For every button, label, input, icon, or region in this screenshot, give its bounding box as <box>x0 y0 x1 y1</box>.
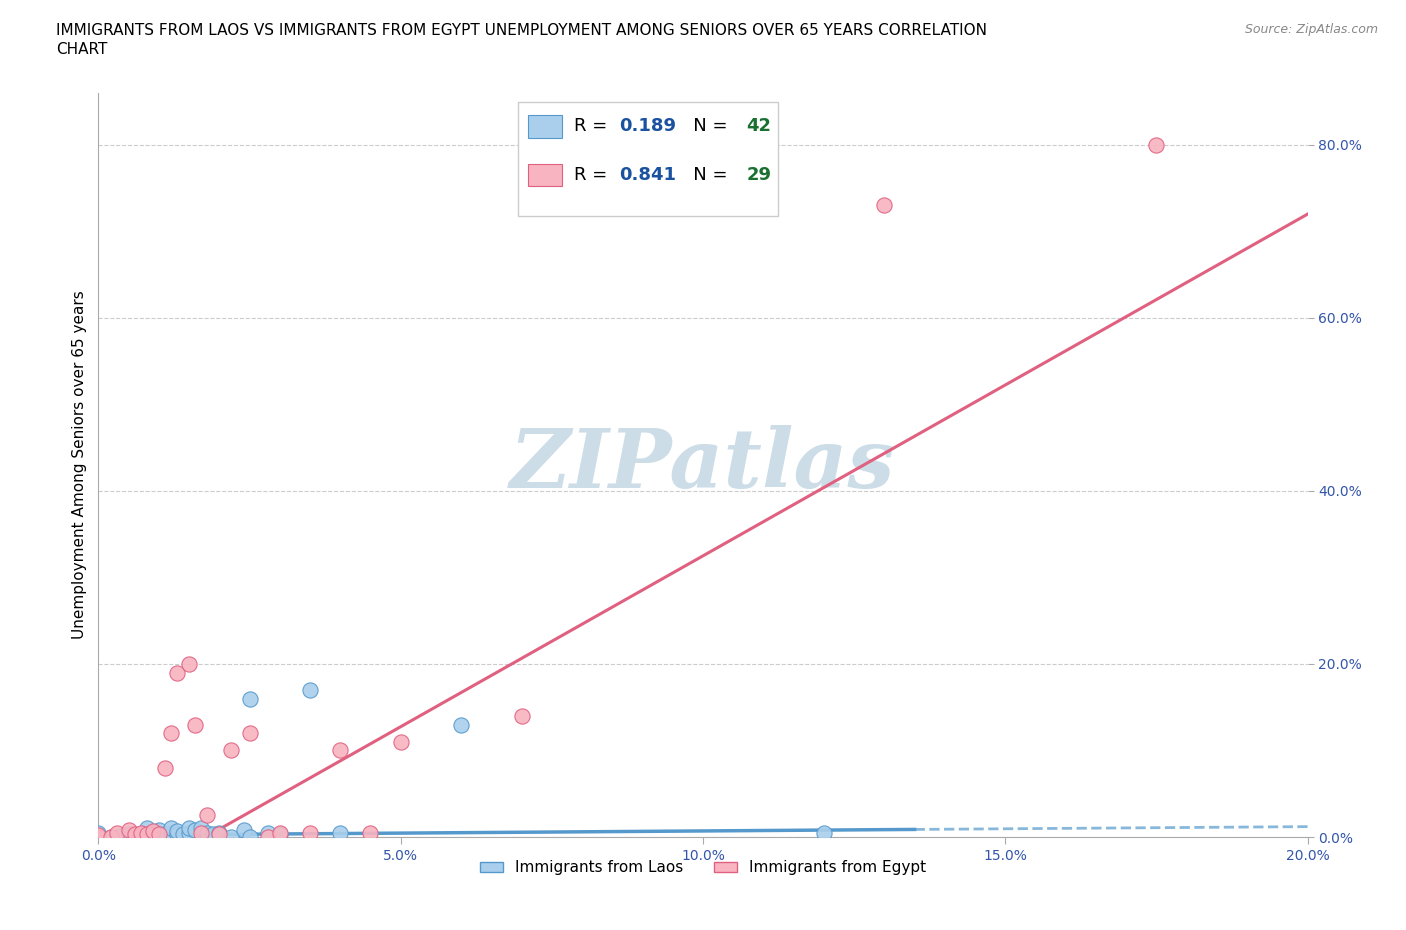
Point <box>142 825 165 840</box>
Point <box>118 827 141 842</box>
Point <box>389 735 412 750</box>
Point <box>153 827 176 842</box>
FancyBboxPatch shape <box>527 115 561 138</box>
Legend: Immigrants from Laos, Immigrants from Egypt: Immigrants from Laos, Immigrants from Eg… <box>474 855 932 882</box>
Point <box>100 830 122 844</box>
Point <box>166 823 188 838</box>
Point <box>135 826 157 841</box>
Point <box>208 827 231 842</box>
Point <box>239 830 262 844</box>
Point <box>135 830 157 844</box>
Point <box>87 830 110 844</box>
Point <box>153 761 176 776</box>
Point <box>239 725 262 740</box>
Point <box>179 825 201 840</box>
Point <box>269 827 291 842</box>
Point <box>190 825 212 840</box>
Point <box>124 827 146 842</box>
Point <box>142 827 165 842</box>
Text: R =: R = <box>574 166 613 184</box>
Point <box>148 823 170 838</box>
Point <box>232 823 254 838</box>
Point <box>299 825 322 840</box>
Point <box>100 830 122 844</box>
Text: Source: ZipAtlas.com: Source: ZipAtlas.com <box>1244 23 1378 36</box>
Point <box>111 828 134 843</box>
Point <box>1144 138 1167 153</box>
Point <box>129 827 152 842</box>
Point <box>510 709 533 724</box>
Point <box>179 657 201 671</box>
Y-axis label: Unemployment Among Seniors over 65 years: Unemployment Among Seniors over 65 years <box>72 291 87 640</box>
Point <box>221 830 243 844</box>
Point <box>148 827 170 842</box>
Point <box>873 198 896 213</box>
FancyBboxPatch shape <box>517 102 778 216</box>
Text: IMMIGRANTS FROM LAOS VS IMMIGRANTS FROM EGYPT UNEMPLOYMENT AMONG SENIORS OVER 65: IMMIGRANTS FROM LAOS VS IMMIGRANTS FROM … <box>56 23 987 38</box>
Point <box>166 665 188 680</box>
Point <box>87 830 110 844</box>
Point <box>142 823 165 838</box>
Point <box>195 808 218 823</box>
Text: 0.841: 0.841 <box>620 166 676 184</box>
Point <box>239 691 262 706</box>
Text: R =: R = <box>574 117 613 136</box>
Point <box>129 825 152 840</box>
Point <box>813 825 835 840</box>
Point <box>256 830 278 844</box>
FancyBboxPatch shape <box>527 164 561 186</box>
Point <box>269 825 291 840</box>
Point <box>184 717 207 732</box>
Text: 29: 29 <box>747 166 772 184</box>
Point <box>87 830 110 844</box>
Text: N =: N = <box>676 166 734 184</box>
Point <box>329 743 352 758</box>
Text: 42: 42 <box>747 117 772 136</box>
Point <box>179 821 201 836</box>
Point <box>202 827 225 842</box>
Point <box>87 830 110 844</box>
Text: N =: N = <box>676 117 734 136</box>
Point <box>329 825 352 840</box>
Point <box>118 823 141 838</box>
Point <box>148 825 170 840</box>
Point <box>450 717 472 732</box>
Point <box>160 821 183 836</box>
Point <box>166 826 188 841</box>
Point <box>148 828 170 843</box>
Point <box>256 825 278 840</box>
Point <box>172 826 194 841</box>
Point <box>299 683 322 698</box>
Text: ZIPatlas: ZIPatlas <box>510 425 896 505</box>
Point <box>105 830 128 844</box>
Point <box>221 743 243 758</box>
Point <box>87 828 110 843</box>
Point <box>124 828 146 843</box>
Point <box>105 825 128 840</box>
Point <box>87 829 110 844</box>
Point <box>195 825 218 840</box>
Point <box>160 825 183 840</box>
Point <box>135 821 157 836</box>
Point <box>87 828 110 843</box>
Point <box>190 821 212 836</box>
Point <box>208 825 231 840</box>
Point <box>87 825 110 840</box>
Text: CHART: CHART <box>56 42 108 57</box>
Point <box>184 823 207 838</box>
Text: 0.189: 0.189 <box>620 117 676 136</box>
Point <box>360 825 382 840</box>
Point <box>160 725 183 740</box>
